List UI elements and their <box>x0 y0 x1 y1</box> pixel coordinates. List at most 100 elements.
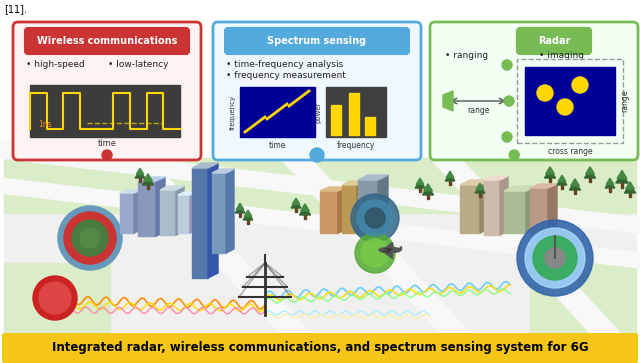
Polygon shape <box>545 170 556 178</box>
Circle shape <box>504 96 514 106</box>
Circle shape <box>361 239 389 267</box>
Polygon shape <box>530 188 548 233</box>
Bar <box>628 193 631 197</box>
Polygon shape <box>571 179 579 186</box>
Polygon shape <box>398 246 401 249</box>
Text: range: range <box>467 106 489 115</box>
Polygon shape <box>160 186 184 190</box>
Bar <box>609 188 611 192</box>
Polygon shape <box>134 190 141 233</box>
Circle shape <box>365 208 385 228</box>
Polygon shape <box>208 163 218 278</box>
Polygon shape <box>586 167 595 174</box>
Bar <box>331 105 341 135</box>
Polygon shape <box>557 178 567 185</box>
Polygon shape <box>424 184 433 191</box>
Polygon shape <box>443 91 453 111</box>
Bar <box>304 215 306 219</box>
Polygon shape <box>358 175 388 180</box>
Polygon shape <box>476 183 484 189</box>
Bar <box>365 117 375 135</box>
Polygon shape <box>143 177 154 185</box>
Bar <box>4 158 636 333</box>
Polygon shape <box>226 169 234 253</box>
Polygon shape <box>584 170 596 178</box>
Polygon shape <box>0 178 640 268</box>
Circle shape <box>58 206 122 270</box>
Polygon shape <box>342 181 365 185</box>
Text: frequency: frequency <box>337 141 375 150</box>
Bar <box>574 190 576 194</box>
Circle shape <box>537 85 553 101</box>
Polygon shape <box>136 168 144 175</box>
Polygon shape <box>445 174 455 181</box>
Polygon shape <box>120 193 134 233</box>
Polygon shape <box>530 253 636 333</box>
Polygon shape <box>280 158 470 333</box>
Bar <box>427 195 429 199</box>
Polygon shape <box>320 187 347 191</box>
Circle shape <box>355 233 395 273</box>
Text: Spectrum sensing: Spectrum sensing <box>268 36 367 46</box>
Text: power: power <box>315 101 321 123</box>
Polygon shape <box>243 213 253 220</box>
Polygon shape <box>4 158 636 213</box>
Circle shape <box>572 77 588 93</box>
Polygon shape <box>570 182 580 190</box>
Circle shape <box>102 150 112 160</box>
Polygon shape <box>212 169 234 173</box>
Polygon shape <box>617 170 627 179</box>
Circle shape <box>72 220 108 256</box>
FancyBboxPatch shape <box>517 28 591 54</box>
Bar <box>517 59 623 143</box>
FancyBboxPatch shape <box>430 22 638 160</box>
FancyBboxPatch shape <box>13 22 201 160</box>
Circle shape <box>533 236 577 280</box>
Text: frequency: frequency <box>230 94 236 130</box>
Circle shape <box>357 200 393 236</box>
Bar <box>349 93 359 135</box>
Bar <box>295 208 297 212</box>
Bar <box>4 158 636 333</box>
Polygon shape <box>301 204 309 211</box>
Polygon shape <box>160 190 176 235</box>
Polygon shape <box>616 174 628 183</box>
Polygon shape <box>480 180 490 233</box>
Bar <box>561 185 563 188</box>
Circle shape <box>33 276 77 320</box>
Text: • imaging: • imaging <box>539 51 584 60</box>
Bar <box>479 193 481 196</box>
Bar <box>589 178 591 182</box>
Bar <box>30 85 180 137</box>
Polygon shape <box>358 180 378 235</box>
Polygon shape <box>484 176 508 180</box>
Text: range: range <box>621 90 630 112</box>
Bar <box>139 178 141 182</box>
Polygon shape <box>384 252 392 258</box>
Polygon shape <box>291 201 301 208</box>
Polygon shape <box>178 192 196 195</box>
Polygon shape <box>4 263 110 333</box>
Text: Integrated radar, wireless communications, and spectrum sensing system for 6G: Integrated radar, wireless communication… <box>52 342 588 355</box>
Polygon shape <box>484 180 500 235</box>
Polygon shape <box>143 174 152 181</box>
Circle shape <box>39 282 71 314</box>
Circle shape <box>502 132 512 142</box>
Polygon shape <box>192 168 208 278</box>
Bar <box>449 181 451 184</box>
FancyBboxPatch shape <box>225 28 409 54</box>
Polygon shape <box>625 185 636 193</box>
Polygon shape <box>138 181 156 236</box>
Circle shape <box>80 228 100 248</box>
Polygon shape <box>558 175 566 182</box>
Text: Wireless communications: Wireless communications <box>37 36 177 46</box>
Circle shape <box>557 99 573 115</box>
FancyBboxPatch shape <box>213 22 421 160</box>
Text: • high-speed: • high-speed <box>26 60 84 69</box>
Circle shape <box>351 194 399 242</box>
Polygon shape <box>120 190 141 193</box>
Polygon shape <box>320 191 338 233</box>
Bar <box>240 87 315 137</box>
Polygon shape <box>605 181 615 188</box>
Text: 1ns: 1ns <box>38 120 52 129</box>
